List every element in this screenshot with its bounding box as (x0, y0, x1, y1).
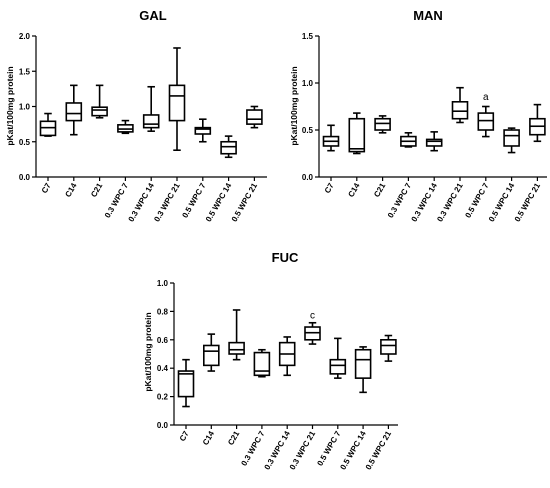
x-tick-label: 0.5 WPC 7 (463, 181, 490, 219)
box-gal (194, 126, 212, 135)
box-gal (220, 140, 237, 155)
y-tick-label: 0.0 (19, 173, 31, 182)
y-tick-label: 0.0 (157, 421, 169, 430)
y-axis-label-man: pKat/100mg protein (289, 66, 299, 145)
x-tick-label: 0.5 WPC 14 (487, 181, 517, 223)
x-tick-label: 0.5 WPC 21 (230, 181, 260, 223)
x-tick-label: 0.3 WPC 14 (127, 181, 157, 223)
y-tick-label: 2.0 (19, 32, 31, 41)
y-tick-label: 1.0 (19, 103, 31, 112)
box-gal (65, 102, 83, 122)
box-fuc (329, 358, 347, 375)
boxes-gal (39, 47, 263, 159)
y-tick-label: 1.5 (19, 67, 31, 76)
box-fuc (354, 348, 372, 379)
box-man (477, 112, 495, 131)
y-tick-label: 0.0 (302, 173, 314, 182)
x-tick-label: C7 (40, 181, 53, 195)
y-tick-label: 0.5 (302, 126, 314, 135)
x-tick-label: C14 (63, 181, 78, 199)
x-tick-label: 0.3 WPC 21 (288, 429, 318, 471)
x-tick-label: C21 (89, 181, 104, 199)
box-fuc (253, 351, 271, 377)
x-tick-label: 0.3 WPC 14 (263, 429, 293, 471)
chart-title-fuc: FUC (272, 250, 299, 265)
x-tick-label: 0.3 WPC 7 (103, 181, 130, 219)
box-gal (91, 106, 108, 117)
box-man (425, 138, 443, 147)
box-fuc (177, 370, 195, 398)
x-tick-label: 0.5 WPC 14 (338, 429, 368, 471)
x-tick-label: 0.5 WPC 7 (315, 429, 342, 467)
x-tick-label: C14 (346, 181, 361, 199)
significance-annotation: c (310, 311, 315, 322)
chart-panel-fuc: FUC pKat/100mg protein 0.0 0.2 0.4 0.6 0.8 1.… (143, 250, 398, 471)
chart-title-gal: GAL (139, 8, 167, 23)
box-fuc (228, 341, 245, 355)
box-man (451, 101, 469, 120)
x-tick-label: C14 (201, 429, 216, 447)
box-fuc (380, 338, 397, 355)
x-tick-label: C21 (372, 181, 387, 199)
x-tick-label: C7 (178, 429, 191, 443)
x-tick-label: 0.3 WPC 7 (239, 429, 266, 467)
box-man (348, 117, 366, 153)
box-gal (168, 84, 186, 122)
box-man (374, 117, 391, 131)
x-tick-label: C21 (226, 429, 241, 447)
y-tick-label: 1.5 (302, 32, 314, 41)
x-tick-label: 0.5 WPC 7 (180, 181, 207, 219)
y-tick-label: 1.0 (302, 79, 314, 88)
x-tick-label: 0.3 WPC 14 (410, 181, 440, 223)
x-tick-label: 0.3 WPC 21 (435, 181, 465, 223)
significance-annotation: a (483, 92, 489, 103)
y-axis-label-gal: pKat/100mg protein (5, 66, 15, 145)
box-gal (246, 109, 263, 125)
x-tick-label: C7 (323, 181, 336, 195)
chart-title-man: MAN (413, 8, 443, 23)
y-tick-label: 0.6 (157, 336, 169, 345)
x-tick-label: 0.5 WPC 14 (204, 181, 234, 223)
box-man (503, 129, 520, 147)
y-tick-label: 0.4 (157, 364, 169, 373)
y-tick-label: 1.0 (157, 279, 169, 288)
x-tick-label: 0.5 WPC 21 (513, 181, 543, 223)
y-tick-label: 0.2 (157, 393, 169, 402)
y-axis-label-fuc: pKat/100mg protein (143, 312, 153, 391)
box-fuc (203, 344, 220, 367)
x-tick-label: 0.5 WPC 21 (364, 429, 394, 471)
boxes-man: a (322, 86, 546, 155)
y-tick-label: 0.8 (157, 307, 169, 316)
y-tick-label: 0.5 (19, 138, 31, 147)
x-tick-label: 0.3 WPC 21 (152, 181, 182, 223)
box-gal (142, 114, 160, 129)
x-tick-label: 0.3 WPC 7 (386, 181, 413, 219)
chart-panel-gal: GAL pKat/100mg protein 0.0 0.5 1.0 1.5 2.0 C7… (5, 8, 267, 223)
boxes-fuc: c (177, 309, 397, 408)
chart-panel-man: MAN pKat/100mg protein 0.0 0.5 1.0 1.5 C7 C14… (289, 8, 547, 223)
